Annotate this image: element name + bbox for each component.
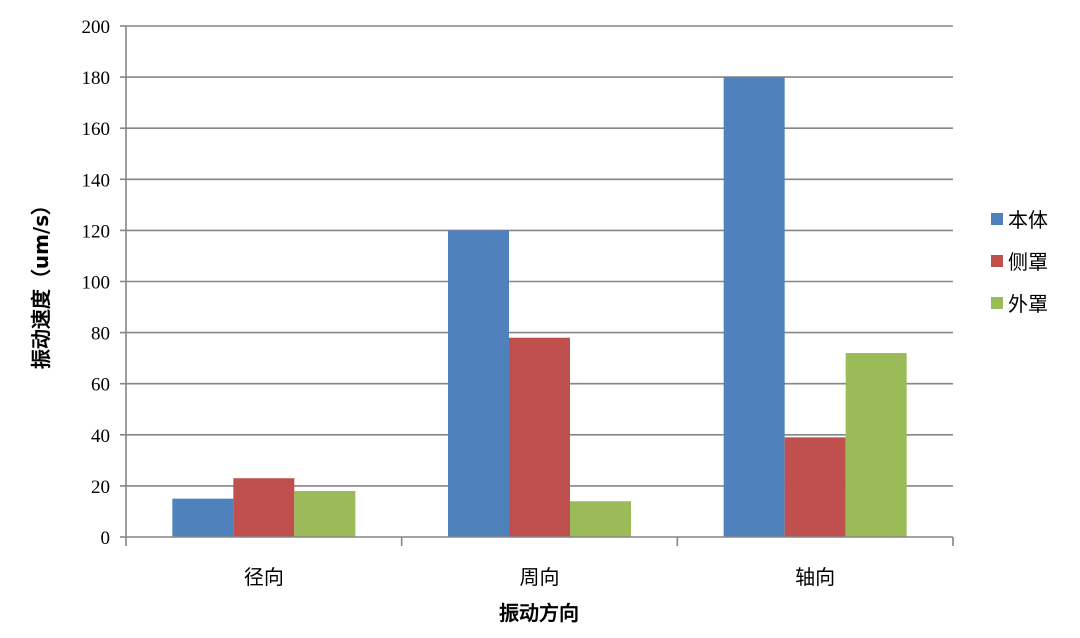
x-axis-title: 振动方向 xyxy=(499,601,579,625)
legend-label: 侧罩 xyxy=(1008,250,1048,274)
y-tick-label: 140 xyxy=(82,170,111,191)
axes xyxy=(120,25,954,546)
legend-label: 外罩 xyxy=(1008,292,1048,316)
bars xyxy=(172,77,907,537)
bar xyxy=(294,491,356,537)
bar xyxy=(509,337,570,537)
x-tick-label: 径向 xyxy=(244,565,284,589)
y-tick-label: 180 xyxy=(82,68,111,89)
y-tick-labels: 0 20 40 60 80 100 120 140 160 180 200 xyxy=(82,17,111,549)
x-tick-label: 周向 xyxy=(520,565,560,589)
bar xyxy=(570,501,631,537)
bar xyxy=(723,77,785,537)
y-axis-title: 振动速度（um/s） xyxy=(29,195,53,369)
y-tick-label: 20 xyxy=(91,477,110,498)
x-tick-labels: 径向 周向 轴向 xyxy=(244,565,835,589)
legend-swatch xyxy=(991,213,1003,225)
bar xyxy=(784,437,846,537)
y-tick-label: 0 xyxy=(101,528,111,549)
y-tick-label: 200 xyxy=(82,17,111,38)
gridlines xyxy=(126,25,953,487)
bar xyxy=(448,230,509,537)
legend-swatch xyxy=(991,255,1003,267)
y-tick-label: 80 xyxy=(91,324,110,345)
bar xyxy=(172,498,234,537)
y-tick-label: 100 xyxy=(82,273,111,294)
legend-swatch xyxy=(991,297,1003,309)
y-tick-label: 60 xyxy=(91,375,110,396)
x-tick-label: 轴向 xyxy=(795,565,835,589)
bar xyxy=(845,353,907,537)
y-tick-label: 120 xyxy=(82,221,111,242)
y-tick-label: 40 xyxy=(91,426,110,447)
bar xyxy=(233,478,295,537)
y-tick-label: 160 xyxy=(82,119,111,140)
legend-label: 本体 xyxy=(1008,208,1048,232)
